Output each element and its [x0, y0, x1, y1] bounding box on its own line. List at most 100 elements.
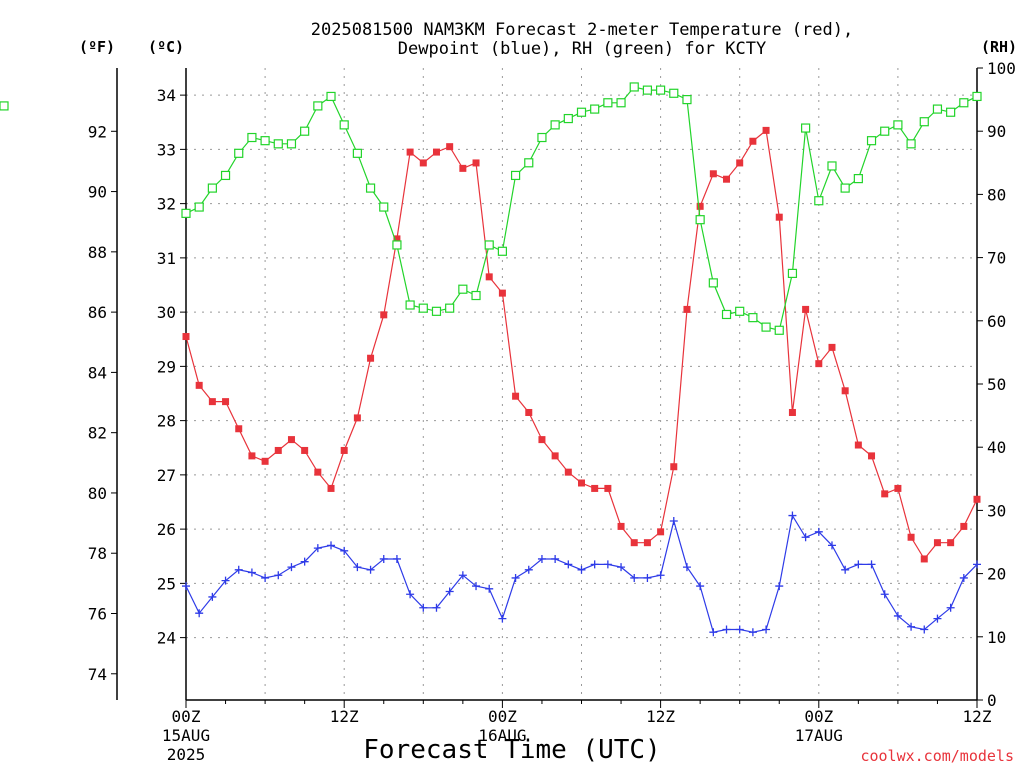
2-meter-temperature-point: [393, 235, 401, 243]
2-meter-temperature-point: [498, 289, 506, 297]
dewpoint-point: [551, 554, 560, 563]
gridlines: [186, 68, 977, 700]
rh-point: [497, 246, 507, 256]
2-meter-temperature-point: [907, 533, 915, 541]
rh-point: [181, 208, 191, 218]
dewpoint-point: [366, 565, 375, 574]
rh-point: [642, 85, 653, 95]
rh-point: [682, 94, 692, 105]
dewpoint-point: [669, 516, 678, 525]
dewpoint-point: [682, 563, 691, 572]
2-meter-temperature-point: [947, 539, 955, 547]
2-meter-temperature-point: [182, 333, 190, 341]
rh-point: [484, 240, 494, 250]
dewpoint-point: [182, 582, 190, 591]
2-meter-temperature-point: [314, 468, 322, 476]
fahrenheit-tick-label: 78: [88, 544, 107, 563]
rh-point: [471, 290, 481, 301]
rh-tick-label: 70: [987, 249, 1006, 268]
2-meter-temperature-point: [868, 452, 876, 460]
dewpoint-point: [498, 614, 507, 623]
fahrenheit-tick-label: 82: [88, 424, 107, 443]
rh-tick-label: 20: [987, 565, 1006, 584]
2-meter-temperature-point: [683, 305, 691, 313]
rh-point: [300, 126, 310, 136]
dewpoint-point: [340, 546, 349, 555]
dewpoint-point: [300, 557, 309, 566]
dewpoint-point: [946, 603, 955, 612]
rh-point: [946, 107, 956, 117]
rh-point: [866, 136, 877, 146]
2-meter-temperature-point: [235, 425, 243, 433]
dewpoint-point: [327, 541, 336, 550]
rh-point: [721, 309, 732, 320]
2-meter-temperature-point: [933, 539, 941, 547]
2-meter-temperature-point: [881, 490, 889, 498]
2-meter-temperature-point: [564, 468, 572, 476]
celsius-tick-label: 33: [157, 140, 176, 159]
x-tick-label: 17AUG: [795, 726, 843, 745]
2-meter-temperature-point: [446, 143, 454, 151]
fahrenheit-tick-label: 90: [88, 183, 107, 202]
dewpoint-point: [973, 560, 981, 569]
dewpoint-point: [577, 565, 586, 574]
dewpoint-point: [221, 576, 230, 585]
rh-point: [853, 174, 863, 184]
2-meter-temperature-point: [960, 522, 968, 530]
2-meter-temperature-point: [406, 148, 414, 156]
x-tick-label: 12Z: [963, 707, 992, 726]
rh-point: [814, 196, 824, 206]
rh-point: [194, 202, 204, 212]
2-meter-temperature-point: [617, 522, 625, 530]
2-meter-temperature-point: [327, 484, 335, 492]
rh-point: [801, 123, 811, 133]
2-meter-temperature-point: [287, 436, 295, 444]
rh-point: [405, 300, 415, 310]
dewpoint-point: [788, 511, 797, 520]
tick-labels: 74 76 78 80 82 84 86 88 90 92 24 25 26 27 28 29 30 31 32 33…: [88, 59, 1016, 764]
dewpoint-point: [287, 563, 296, 572]
x-axis-label: Forecast Time (UTC): [363, 735, 660, 765]
2-meter-temperature-point: [696, 202, 704, 210]
dewpoint-point: [814, 527, 823, 536]
2-meter-temperature-point: [380, 311, 388, 319]
fahrenheit-tick-label: 76: [88, 605, 107, 624]
dewpoint-point: [472, 582, 481, 591]
dewpoint-point: [564, 560, 573, 569]
rh-point: [524, 158, 534, 168]
rh-point: [392, 240, 402, 250]
dewpoint-point: [775, 582, 784, 591]
2-meter-temperature-point: [643, 539, 651, 547]
dewpoint-point: [827, 541, 836, 550]
2-meter-temperature-point: [472, 159, 480, 167]
dewpoint-point: [801, 533, 810, 542]
2-meter-temperature-point: [578, 479, 585, 487]
dewpoint-point: [603, 560, 612, 569]
celsius-tick-label: 32: [157, 195, 176, 214]
rh-point: [972, 91, 982, 102]
rh-tick-label: 0: [987, 691, 997, 710]
2-meter-temperature-point: [301, 446, 309, 454]
dewpoint-point: [880, 590, 889, 599]
2-meter-temperature-point: [723, 175, 731, 183]
2-meter-temperature-point: [749, 137, 757, 145]
rh-point: [379, 202, 389, 212]
fahrenheit-unit-label: (ºF): [79, 38, 115, 56]
x-tick-label: 00Z: [488, 707, 517, 726]
2-meter-temperature-point: [274, 446, 282, 454]
dewpoint-point: [432, 603, 441, 612]
dewpoint-point: [920, 625, 929, 634]
2-meter-temperature-point: [340, 446, 348, 454]
x-tick-label: 15AUG: [162, 726, 210, 745]
2-meter-temperature-point: [432, 148, 440, 156]
x-tick-label: 16AUG: [478, 726, 526, 745]
celsius-unit-label: (ºC): [148, 38, 184, 56]
dewpoint-point: [208, 592, 217, 601]
rh-point: [906, 139, 916, 149]
dewpoint-point: [617, 563, 626, 572]
2-meter-temperature-point: [604, 484, 612, 492]
rh-point: [655, 85, 666, 95]
rh-point: [735, 306, 745, 316]
dewpoint-point: [274, 571, 283, 580]
